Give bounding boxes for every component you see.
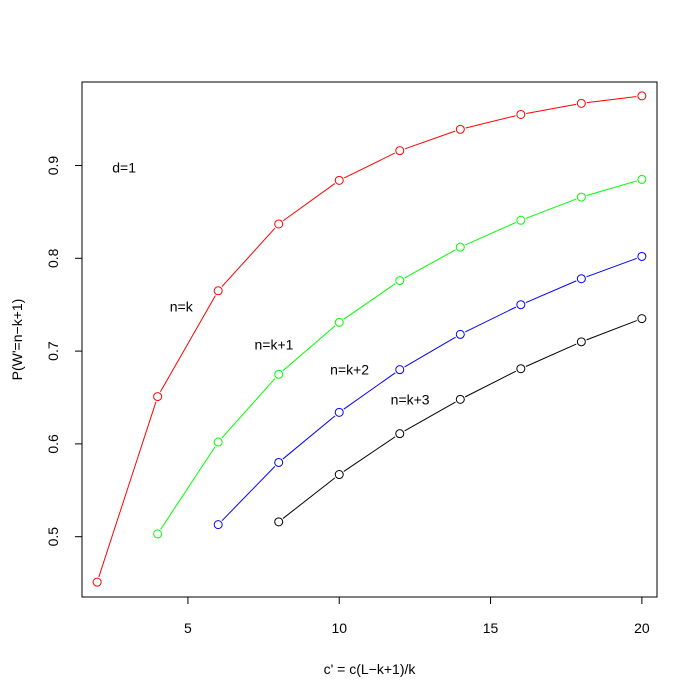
plot-frame <box>81 81 658 598</box>
x-tick-label: 20 <box>634 620 650 636</box>
data-point <box>455 242 465 252</box>
x-axis: 5 10 15 20 <box>184 597 650 636</box>
annotation-label: d=1 <box>112 159 136 175</box>
data-point <box>516 300 526 310</box>
y-tick-label: 0.6 <box>45 434 61 454</box>
data-point <box>637 314 647 324</box>
series-line-segment <box>586 257 637 278</box>
data-point <box>395 146 405 156</box>
data-point <box>334 470 344 480</box>
data-point <box>637 91 647 101</box>
data-point <box>213 520 223 530</box>
data-point <box>455 394 465 404</box>
x-tick-label: 10 <box>331 620 347 636</box>
series-line-segment <box>465 222 516 246</box>
series-line-segment <box>586 320 637 341</box>
data-point <box>637 251 647 261</box>
series-line-segment <box>343 283 396 320</box>
data-point <box>274 517 284 527</box>
series-line-segment <box>526 103 577 114</box>
series-line-segment <box>343 436 396 472</box>
series-line-segment <box>525 280 577 303</box>
series-line-segment <box>586 180 637 197</box>
y-tick-label: 0.9 <box>45 156 61 176</box>
series-line-segment <box>404 336 456 368</box>
series-line-segment <box>343 152 396 179</box>
series-n-k-1 <box>153 174 647 539</box>
data-point <box>213 286 223 296</box>
data-point <box>274 219 284 229</box>
series-n-k <box>92 91 647 587</box>
data-point <box>334 407 344 417</box>
y-tick-label: 0.8 <box>45 248 61 268</box>
y-axis-label: P(W'=n−k+1) <box>9 299 25 381</box>
data-point <box>455 124 465 134</box>
series-line-segment <box>282 415 336 460</box>
data-point <box>395 365 405 375</box>
annotation-layer: d=1 n=k n=k+1 n=k+2 n=k+3 <box>112 159 430 407</box>
data-point <box>92 577 102 587</box>
series-line-segment <box>404 249 456 279</box>
data-point <box>395 429 405 439</box>
data-point <box>516 109 526 119</box>
x-axis-label: c' = c(L−k+1)/k <box>324 661 417 677</box>
x-tick-label: 15 <box>483 620 499 636</box>
series-line-segment <box>586 96 637 104</box>
x-tick-label: 5 <box>184 620 192 636</box>
series-line-segment <box>464 370 517 398</box>
series-line-segment <box>343 372 396 410</box>
series-layer <box>92 91 647 587</box>
data-point <box>455 329 465 339</box>
series-line-segment <box>525 198 577 219</box>
series-line-segment <box>404 130 456 150</box>
data-point <box>576 98 586 108</box>
annotation-label: n=k+1 <box>255 337 294 353</box>
data-point <box>274 457 284 467</box>
data-point <box>576 337 586 347</box>
series-line-segment <box>465 306 517 333</box>
series-line-segment <box>404 401 456 432</box>
annotation-label: n=k+2 <box>330 362 369 378</box>
data-point <box>274 369 284 379</box>
y-tick-label: 0.5 <box>45 527 61 547</box>
data-point <box>516 215 526 225</box>
data-point <box>153 529 163 539</box>
y-axis: 0.5 0.6 0.7 0.8 0.9 <box>45 156 82 547</box>
data-point <box>576 192 586 202</box>
series-line-segment <box>221 227 276 288</box>
series-line-segment <box>221 378 276 439</box>
series-line-segment <box>160 446 216 530</box>
data-point <box>637 174 647 184</box>
data-point <box>334 175 344 185</box>
annotation-label: n=k+3 <box>391 391 430 407</box>
data-point <box>576 274 586 284</box>
annotation-label: n=k <box>170 299 194 315</box>
series-line-segment <box>282 477 336 519</box>
data-point <box>516 364 526 374</box>
series-line-segment <box>98 401 157 578</box>
series-line-segment <box>282 183 336 222</box>
series-line-segment <box>282 325 336 372</box>
series-line-segment <box>465 115 516 129</box>
data-point <box>213 437 223 447</box>
y-tick-label: 0.7 <box>45 341 61 361</box>
data-point <box>334 317 344 327</box>
series-n-k-2 <box>213 251 647 530</box>
series-n-k-3 <box>274 314 647 527</box>
data-point <box>153 392 163 402</box>
data-point <box>395 276 405 286</box>
series-line-segment <box>525 343 577 367</box>
series-line-segment <box>159 295 216 393</box>
series-line-segment <box>221 466 276 522</box>
